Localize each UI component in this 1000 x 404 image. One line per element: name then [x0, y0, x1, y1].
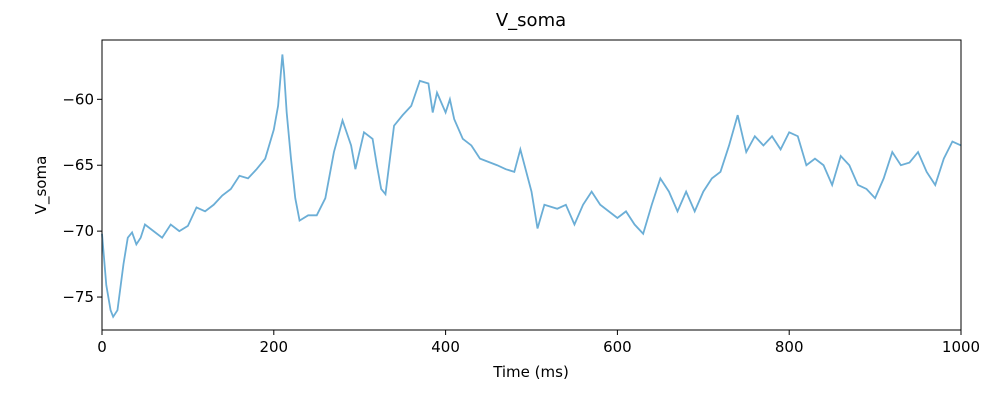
- y-tick-label: −60: [62, 90, 94, 108]
- y-tick-label: −70: [62, 222, 94, 240]
- y-tick-label: −65: [62, 156, 94, 174]
- x-tick-label: 400: [431, 338, 460, 356]
- line: [101, 54, 962, 319]
- x-tick-label: 0: [97, 338, 107, 356]
- x-tick-label: 600: [603, 338, 632, 356]
- x-tick-label: 800: [775, 338, 804, 356]
- x-tick-label: 1000: [942, 338, 980, 356]
- chart-title: V_soma: [496, 10, 566, 31]
- x-axis-label: Time (ms): [492, 363, 569, 381]
- plot-frame: [101, 39, 962, 331]
- y-tick-label: −75: [62, 288, 94, 306]
- y-axis-label: V_soma: [32, 156, 51, 215]
- x-tick-label: 200: [259, 338, 288, 356]
